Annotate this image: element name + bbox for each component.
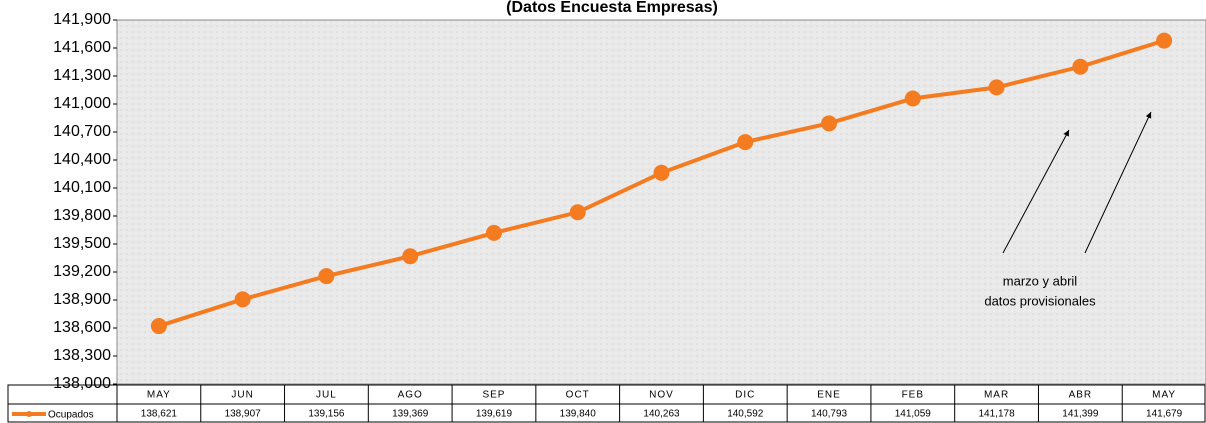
marker [234,291,251,308]
legend-label: Ocupados [48,410,94,421]
x-tick-label: AGO [398,390,423,401]
x-tick-label: MAY [1152,390,1176,401]
annotation: marzo y abril [1003,273,1078,288]
x-tick-label: ABR [1069,390,1093,401]
y-tick-label: 138,300 [53,347,111,364]
x-tick-label: SEP [482,390,505,401]
arrow [1084,111,1152,254]
y-tick-label: 139,800 [53,207,111,224]
y-tick-label: 141,000 [53,95,111,112]
value-label: 141,178 [978,409,1015,420]
y-tick-label: 139,200 [53,263,111,280]
y-tick-label: 141,300 [53,67,111,84]
value-label: 140,793 [811,409,848,420]
x-tick-label: OCT [566,390,590,401]
value-label: 140,263 [643,409,680,420]
marker [1156,32,1173,49]
value-label: 140,592 [727,409,764,420]
marker [1072,58,1089,75]
marker [821,115,838,132]
marker [485,224,502,241]
value-label: 138,907 [225,409,262,420]
chart-title: (Datos Encuesta Empresas) [506,0,718,16]
x-tick-label: MAR [984,390,1009,401]
y-tick-label: 141,900 [53,11,111,28]
x-tick-label: JUN [231,390,253,401]
marker [988,79,1005,96]
marker [904,90,921,107]
y-tick-label: 138,900 [53,291,111,308]
x-tick-label: JUL [316,390,337,401]
y-tick-label: 138,600 [53,319,111,336]
y-tick-label: 140,700 [53,123,111,140]
marker [569,204,586,221]
marker [318,268,335,285]
value-label: 139,156 [308,409,345,420]
value-label: 138,621 [141,409,178,420]
x-tick-label: ENE [817,390,841,401]
value-label: 141,679 [1146,409,1183,420]
y-tick-label: 140,400 [53,151,111,168]
arrow [1002,129,1070,254]
y-tick-label: 141,600 [53,39,111,56]
marker [150,318,167,335]
marker [737,134,754,151]
y-tick-label: 138,000 [53,375,111,392]
x-tick-label: MAY [147,390,171,401]
legend-swatch [26,411,32,417]
x-tick-label: NOV [649,390,674,401]
value-label: 141,399 [1062,409,1099,420]
x-tick-label: DIC [735,390,755,401]
y-tick-label: 139,500 [53,235,111,252]
value-label: 139,619 [476,409,513,420]
value-label: 141,059 [895,409,932,420]
value-label: 139,840 [560,409,597,420]
y-tick-label: 140,100 [53,179,111,196]
marker [402,248,419,265]
marker [653,164,670,181]
value-label: 139,369 [392,409,429,420]
annotation: datos provisionales [984,293,1096,308]
x-tick-label: FEB [902,390,924,401]
